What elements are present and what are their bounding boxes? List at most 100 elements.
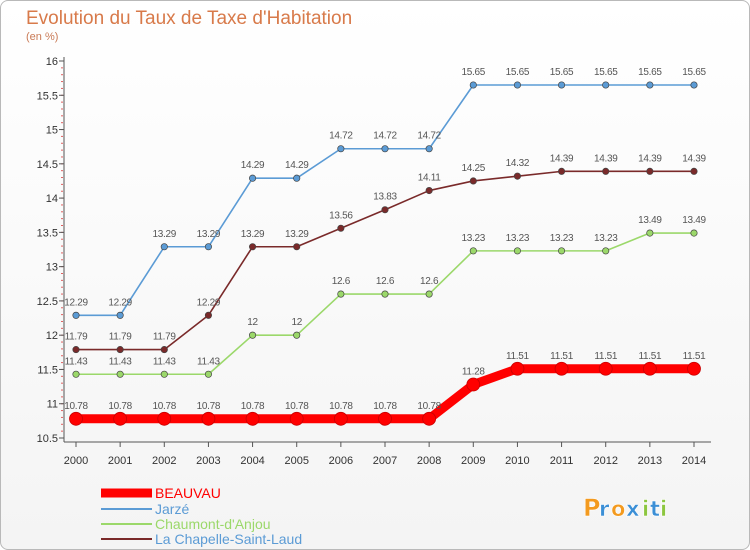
axes: 10.5 11 11.5 12 12.5 13 13.5 14 14.5 15 15.5 16 2000…	[37, 56, 711, 467]
legend-label: Chaumont-d'Anjou	[155, 516, 271, 532]
data-point	[642, 361, 657, 376]
data-point	[160, 243, 168, 251]
data-label: 12.29	[197, 297, 221, 308]
brand-letter: i	[642, 497, 649, 521]
data-point	[72, 311, 80, 319]
data-label: 11.43	[65, 356, 89, 367]
x-tick-label: 2006	[329, 455, 353, 467]
data-label: 14.39	[550, 153, 574, 164]
brand-letter: o	[611, 497, 625, 521]
data-label: 15.65	[506, 67, 530, 78]
data-label: 13.29	[153, 229, 177, 240]
y-tick-label: 12.5	[37, 296, 58, 308]
proxiti-logo: Pr o x i t i	[583, 494, 668, 523]
data-point	[337, 290, 345, 298]
data-label: 14.29	[241, 160, 265, 171]
data-label: 10.78	[108, 401, 132, 412]
data-point	[554, 361, 569, 376]
y-tick-label: 13.5	[37, 227, 58, 239]
data-label: 15.65	[550, 67, 574, 78]
data-label: 13.29	[241, 229, 265, 240]
x-tick-label: 2009	[461, 455, 485, 467]
data-point	[425, 187, 433, 195]
data-label: 13.83	[373, 192, 397, 203]
data-label: 13.49	[638, 215, 662, 226]
data-label: 11.51	[550, 351, 574, 362]
data-label: 15.65	[638, 67, 662, 78]
data-label: 13.23	[506, 233, 530, 244]
x-tick-label: 2001	[108, 455, 132, 467]
data-point	[293, 243, 301, 251]
data-point	[687, 361, 701, 376]
x-tick-label: 2005	[284, 455, 308, 467]
data-point	[602, 81, 610, 89]
data-point	[558, 167, 566, 175]
chart-subtitle: (en %)	[26, 31, 58, 43]
data-label: 13.29	[285, 229, 309, 240]
data-point	[160, 346, 168, 354]
data-point	[293, 174, 301, 182]
legend-item-3: La Chapelle-Saint-Laud	[101, 531, 302, 547]
data-label: 11.51	[683, 351, 707, 362]
data-point	[558, 81, 566, 89]
data-label: 10.78	[373, 401, 397, 412]
x-tick-label: 2003	[196, 455, 220, 467]
data-label: 10.78	[197, 401, 221, 412]
y-tick-label: 11	[47, 399, 58, 411]
data-label: 10.78	[417, 401, 441, 412]
data-point	[245, 411, 260, 426]
data-point	[646, 229, 654, 237]
data-label: 11.43	[153, 356, 177, 367]
data-label: 11.51	[638, 351, 662, 362]
series-2	[72, 229, 698, 378]
data-label: 14.39	[594, 153, 618, 164]
brand-letter: t	[650, 497, 660, 521]
data-point	[204, 370, 212, 378]
data-point	[378, 411, 392, 426]
x-tick-label: 2013	[638, 455, 662, 467]
data-point	[690, 81, 698, 89]
legend-label: BEAUVAU	[155, 485, 221, 501]
data-label: 11.28	[462, 367, 486, 378]
y-tick-label: 10.5	[37, 433, 58, 445]
y-tick-label: 16	[46, 56, 58, 68]
legend-label: Jarzé	[155, 501, 189, 517]
data-point	[72, 370, 80, 378]
data-point	[201, 411, 216, 426]
data-label: 14.39	[682, 153, 706, 164]
data-label: 10.78	[64, 401, 88, 412]
legend-item-1: Jarzé	[101, 501, 189, 517]
x-tick-label: 2014	[682, 455, 706, 467]
data-label: 12.29	[64, 297, 88, 308]
x-tick-label: 2002	[152, 455, 176, 467]
y-tick-label: 15	[46, 125, 58, 137]
data-label: 10.78	[285, 401, 309, 412]
x-tick-label: 2012	[593, 455, 617, 467]
data-point	[204, 243, 212, 251]
data-point	[249, 331, 257, 339]
series-3	[72, 167, 698, 354]
x-tick-label: 2008	[417, 455, 441, 467]
data-label: 11.79	[109, 332, 133, 343]
data-point	[646, 81, 654, 89]
data-point	[72, 346, 80, 354]
x-tick-label: 2010	[505, 455, 529, 467]
data-label: 11.51	[594, 351, 618, 362]
data-label: 12	[247, 317, 258, 328]
data-label: 10.78	[241, 401, 265, 412]
data-label: 14.72	[373, 131, 397, 142]
data-label: 11.43	[109, 356, 133, 367]
series-layer: 12.29 12.29 13.29 13.29 14.29 14.29 14.72 14.72…	[64, 67, 707, 426]
series-labels-1: 12.29 12.29 13.29 13.29 14.29 14.29 14.72 14.72…	[64, 67, 707, 308]
y-tick-label: 13	[46, 262, 58, 274]
data-point	[113, 411, 128, 426]
y-tick-label: 15.5	[37, 90, 58, 102]
data-label: 14.72	[329, 131, 353, 142]
data-label: 13.23	[462, 233, 486, 244]
series-0	[69, 361, 701, 426]
brand-letter: P	[583, 494, 601, 522]
y-tick-label: 14.5	[37, 159, 58, 171]
